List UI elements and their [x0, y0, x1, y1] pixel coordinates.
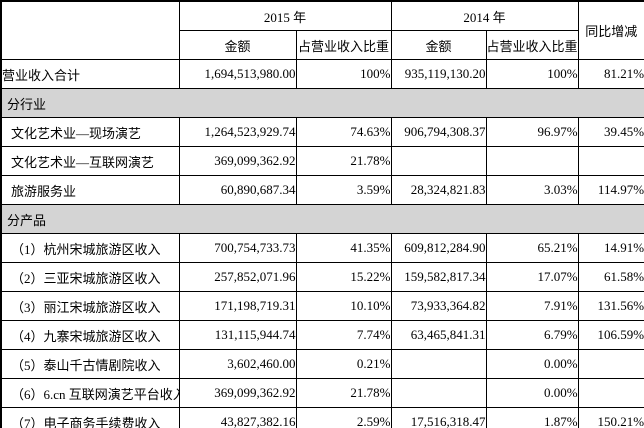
share-2015: 21.78%: [295, 146, 392, 176]
amount-2015: 1,264,523,929.74: [178, 117, 297, 147]
header-share-2014: 占营业收入比重: [485, 30, 579, 60]
row-label: （3）丽江宋城旅游区收入: [0, 291, 180, 321]
amount-2014: 73,933,364.82: [390, 291, 487, 321]
share-2015: 0.21%: [295, 349, 392, 379]
row-label: 营业收入合计: [0, 59, 180, 89]
header-share-2015: 占营业收入比重: [295, 30, 392, 60]
header-row-measures: 金额 占营业收入比重 金额 占营业收入比重: [1, 30, 644, 60]
row-label: （7）电子商务手续费收入: [0, 407, 180, 428]
yoy-change: [577, 146, 644, 176]
share-2015: 41.35%: [295, 233, 392, 263]
amount-2015: 369,099,362.92: [178, 378, 297, 408]
row-label: 文化艺术业—互联网演艺: [0, 146, 180, 176]
header-amount-2015: 金额: [178, 30, 297, 60]
amount-2014: 63,465,841.31: [390, 320, 487, 350]
table-row: （4）九寨宋城旅游区收入 131,115,944.74 7.74% 63,465,84…: [0, 320, 644, 350]
table-row: （1）杭州宋城旅游区收入 700,754,733.73 41.35% 609,812,…: [0, 233, 644, 263]
amount-2015: 1,694,513,980.00: [178, 59, 297, 89]
yoy-change: 61.58%: [577, 262, 644, 292]
share-2015: 10.10%: [295, 291, 392, 321]
share-2014: 96.97%: [485, 117, 579, 147]
share-2014: [485, 146, 579, 176]
share-2014: 0.00%: [485, 378, 579, 408]
yoy-change: [577, 349, 644, 379]
amount-2015: 60,890,687.34: [178, 175, 297, 205]
yoy-change: 81.21%: [577, 59, 644, 89]
amount-2015: 369,099,362.92: [178, 146, 297, 176]
share-2015: 2.59%: [295, 407, 392, 428]
share-2014: 1.87%: [485, 407, 579, 428]
header-year-2015: 2015 年: [178, 0, 392, 31]
share-2014: 0.00%: [485, 349, 579, 379]
header-amount-2014: 金额: [390, 30, 487, 60]
share-2014: 7.91%: [485, 291, 579, 321]
table-body: 营业收入合计 1,694,513,980.00 100% 935,119,130.20…: [0, 59, 644, 428]
table-row: 文化艺术业—现场演艺 1,264,523,929.74 74.63% 906,794,…: [0, 117, 644, 147]
row-label: 旅游服务业: [0, 175, 180, 205]
table-row: （2）三亚宋城旅游区收入 257,852,071.96 15.22% 159,582,…: [0, 262, 644, 292]
amount-2014: 935,119,130.20: [390, 59, 487, 89]
amount-2015: 171,198,719.31: [178, 291, 297, 321]
amount-2015: 43,827,382.16: [178, 407, 297, 428]
amount-2015: 3,602,460.00: [178, 349, 297, 379]
section-row: 分行业: [0, 88, 644, 118]
yoy-change: 114.97%: [577, 175, 644, 205]
yoy-change: [577, 378, 644, 408]
yoy-change: 106.59%: [577, 320, 644, 350]
row-label: （5）泰山千古情剧院收入: [0, 349, 180, 379]
amount-2014: [390, 146, 487, 176]
row-label: （4）九寨宋城旅游区收入: [0, 320, 180, 350]
share-2014: 17.07%: [485, 262, 579, 292]
table-row: 文化艺术业—互联网演艺 369,099,362.92 21.78%: [0, 146, 644, 176]
share-2015: 21.78%: [295, 378, 392, 408]
header-year-2014: 2014 年: [390, 0, 579, 31]
table-row: 营业收入合计 1,694,513,980.00 100% 935,119,130.20…: [0, 59, 644, 89]
table-row: 旅游服务业 60,890,687.34 3.59% 28,324,821.83 3.03…: [0, 175, 644, 205]
header-yoy-change: 同比增减: [577, 0, 644, 60]
section-label: 分行业: [0, 88, 644, 118]
header-corner-cell: [0, 0, 180, 60]
amount-2014: [390, 349, 487, 379]
yoy-change: 39.45%: [577, 117, 644, 147]
amount-2014: 609,812,284.90: [390, 233, 487, 263]
section-row: 分产品: [0, 204, 644, 234]
amount-2014: 28,324,821.83: [390, 175, 487, 205]
table-row: （5）泰山千古情剧院收入 3,602,460.00 0.21% 0.00%: [0, 349, 644, 379]
share-2015: 3.59%: [295, 175, 392, 205]
row-label: （1）杭州宋城旅游区收入: [0, 233, 180, 263]
share-2015: 15.22%: [295, 262, 392, 292]
table-row: （6）6.cn 互联网演艺平台收入 369,099,362.92 21.78% 0.0…: [0, 378, 644, 408]
share-2014: 65.21%: [485, 233, 579, 263]
amount-2014: [390, 378, 487, 408]
amount-2015: 257,852,071.96: [178, 262, 297, 292]
section-label: 分产品: [0, 204, 644, 234]
share-2015: 74.63%: [295, 117, 392, 147]
yoy-change: 150.21%: [577, 407, 644, 428]
yoy-change: 131.56%: [577, 291, 644, 321]
amount-2014: 17,516,318.47: [390, 407, 487, 428]
share-2014: 3.03%: [485, 175, 579, 205]
amount-2014: 159,582,817.34: [390, 262, 487, 292]
row-label: 文化艺术业—现场演艺: [0, 117, 180, 147]
table-row: （7）电子商务手续费收入 43,827,382.16 2.59% 17,516,318…: [0, 407, 644, 428]
table-row: （3）丽江宋城旅游区收入 171,198,719.31 10.10% 73,933,3…: [0, 291, 644, 321]
amount-2014: 906,794,308.37: [390, 117, 487, 147]
share-2014: 6.79%: [485, 320, 579, 350]
row-label: （2）三亚宋城旅游区收入: [0, 262, 180, 292]
row-label: （6）6.cn 互联网演艺平台收入: [0, 378, 180, 408]
share-2015: 100%: [295, 59, 392, 89]
share-2014: 100%: [485, 59, 579, 89]
amount-2015: 131,115,944.74: [178, 320, 297, 350]
header-row-years: 2015 年 2014 年 同比增减: [0, 0, 644, 60]
share-2015: 7.74%: [295, 320, 392, 350]
amount-2015: 700,754,733.73: [178, 233, 297, 263]
yoy-change: 14.91%: [577, 233, 644, 263]
